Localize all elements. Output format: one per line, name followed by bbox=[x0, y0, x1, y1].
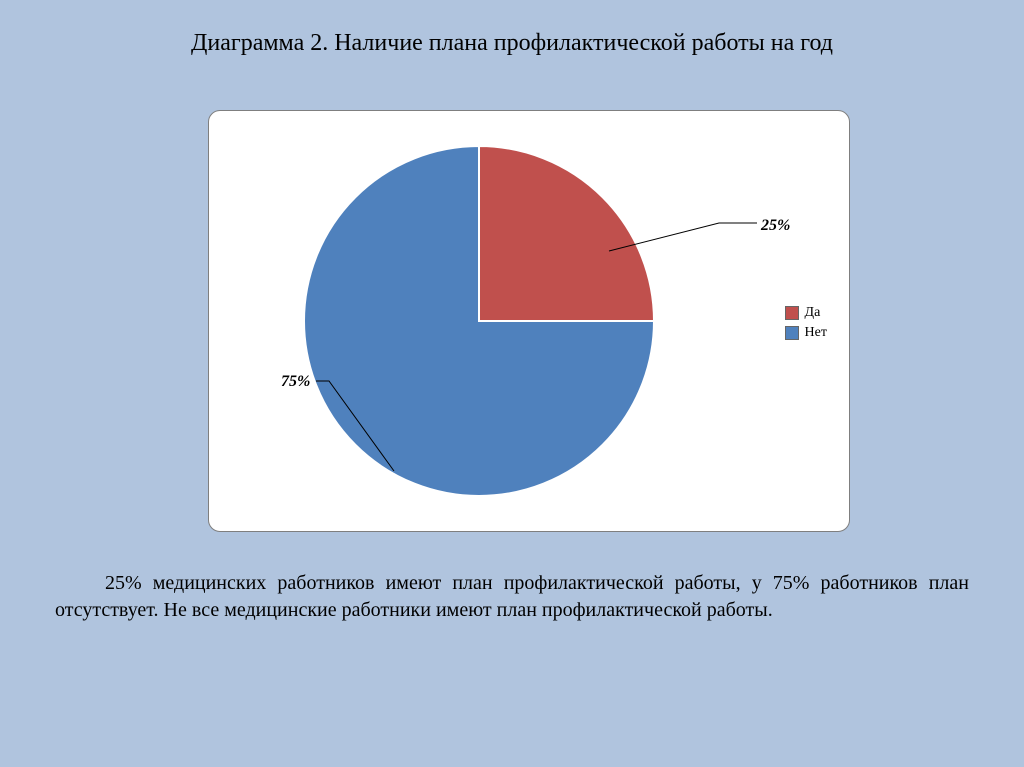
legend-swatch-no-icon bbox=[785, 326, 799, 340]
legend-swatch-yes-icon bbox=[785, 306, 799, 320]
page-title: Диаграмма 2. Наличие плана профилактичес… bbox=[0, 30, 1024, 57]
legend-label-no: Нет bbox=[805, 325, 827, 341]
data-label-no: 75% bbox=[281, 373, 310, 391]
legend-item-no: Нет bbox=[785, 325, 827, 341]
data-label-yes: 25% bbox=[761, 217, 790, 235]
legend: Да Нет bbox=[785, 301, 827, 345]
chart-panel: Да Нет 25% 75% bbox=[208, 110, 850, 532]
legend-item-yes: Да bbox=[785, 305, 827, 321]
pie-slice bbox=[479, 146, 654, 321]
caption-text: 25% медицинских работников имеют план пр… bbox=[55, 570, 969, 624]
legend-label-yes: Да bbox=[805, 305, 821, 321]
pie-chart bbox=[209, 111, 849, 531]
page: Диаграмма 2. Наличие плана профилактичес… bbox=[0, 0, 1024, 767]
